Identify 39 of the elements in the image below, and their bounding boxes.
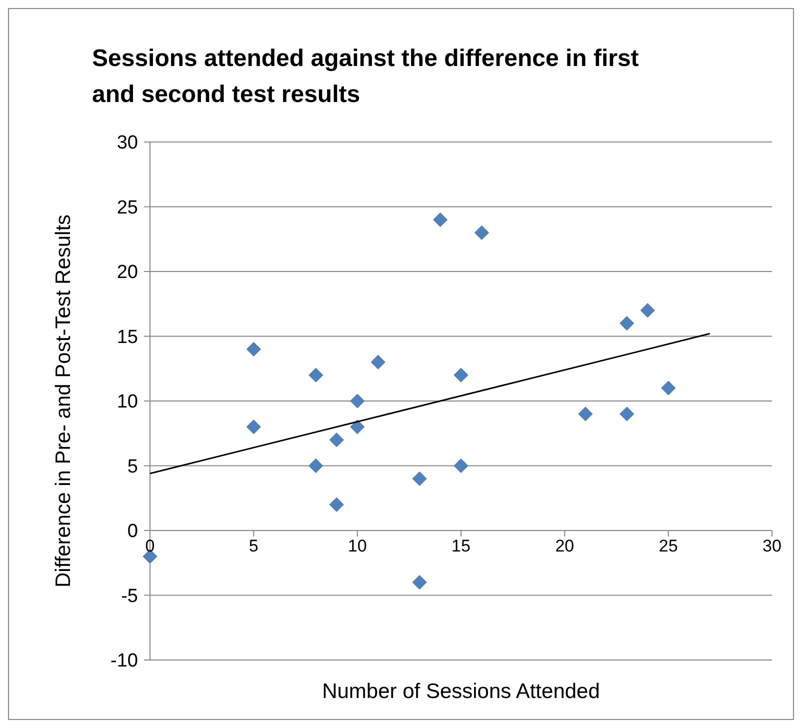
point bbox=[454, 458, 468, 473]
point bbox=[620, 316, 634, 331]
x-tick-label: 25 bbox=[658, 536, 678, 556]
y-tick-label: 30 bbox=[116, 132, 138, 154]
y-tick-label: 0 bbox=[127, 521, 138, 542]
y-tick-label: 25 bbox=[116, 197, 138, 218]
point bbox=[370, 354, 386, 370]
point bbox=[433, 212, 448, 227]
point bbox=[308, 368, 324, 382]
x-tick-label: 0 bbox=[145, 536, 155, 556]
point bbox=[329, 497, 344, 512]
x-tick-label: 15 bbox=[452, 536, 470, 556]
y-axis-title: Difference in Pre- and Post-Test Results bbox=[52, 214, 75, 588]
x-tick-label: 30 bbox=[762, 536, 782, 556]
y-tick-label: 10 bbox=[116, 392, 138, 413]
x-tick-label: 20 bbox=[555, 536, 574, 556]
y-tick-label: 5 bbox=[127, 456, 138, 478]
x-tick-label: 10 bbox=[348, 536, 367, 556]
point bbox=[412, 471, 427, 486]
point bbox=[578, 406, 593, 422]
y-tick-label: 20 bbox=[116, 262, 138, 284]
point bbox=[350, 420, 365, 434]
y-tick-label: -5 bbox=[121, 586, 138, 607]
point bbox=[329, 432, 344, 448]
y-tick-label: -10 bbox=[110, 650, 138, 672]
x-tick-label: 5 bbox=[248, 536, 258, 556]
y-tick-label: 15 bbox=[116, 326, 138, 348]
point bbox=[474, 225, 489, 240]
point bbox=[350, 394, 365, 408]
point bbox=[454, 368, 468, 382]
chart-title: Sessions attended against the difference in first and second test results bbox=[92, 45, 639, 108]
x-axis-title: Number of Sessions Attended bbox=[322, 680, 600, 703]
point bbox=[246, 342, 261, 356]
point bbox=[661, 380, 676, 396]
point bbox=[640, 303, 655, 318]
point bbox=[412, 575, 427, 590]
point bbox=[620, 406, 634, 422]
point bbox=[246, 420, 261, 434]
point bbox=[308, 458, 324, 473]
